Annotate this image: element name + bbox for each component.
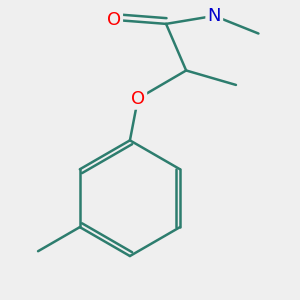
Text: O: O	[131, 90, 145, 108]
Text: N: N	[208, 7, 221, 25]
Text: O: O	[107, 11, 121, 29]
